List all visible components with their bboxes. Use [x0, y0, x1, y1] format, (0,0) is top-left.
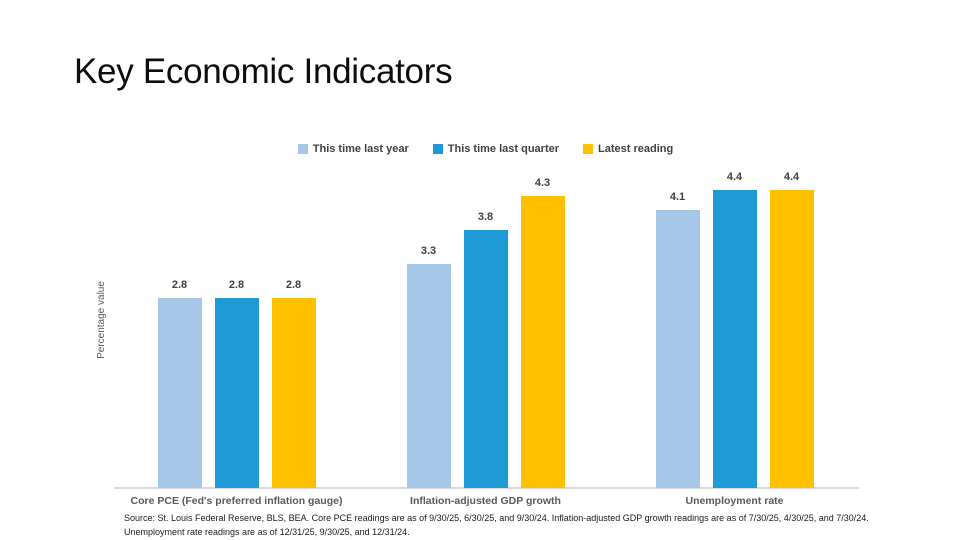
- bar-value-label: 2.8: [285, 279, 302, 291]
- bar-group-0: 2.8 2.8 2.8: [112, 140, 361, 488]
- category-label-2: Unemployment rate: [685, 495, 784, 507]
- legend-item-1: This time last quarter: [432, 143, 560, 155]
- bar-0-1: 2.8: [214, 279, 259, 488]
- bar-value-label: 3.8: [477, 211, 494, 223]
- bar-value-label: 4.4: [783, 171, 800, 183]
- bar-0-2: 2.8: [271, 279, 316, 488]
- bar-0-0: 2.8: [157, 279, 202, 488]
- bar-group-2: 4.1 4.4 4.4: [610, 140, 859, 488]
- source-note: Source: St. Louis Federal Reserve, BLS, …: [124, 511, 934, 539]
- bar-value-label: 4.1: [669, 191, 686, 203]
- bar-value-label: 2.8: [171, 279, 188, 291]
- legend-swatch-icon: [432, 144, 443, 154]
- bar-value-label: 2.8: [228, 279, 245, 291]
- category-axis: Core PCE (Fed's preferred inflation gaug…: [112, 495, 859, 507]
- category-label-1: Inflation-adjusted GDP growth: [410, 495, 561, 507]
- legend-swatch-icon: [583, 144, 594, 154]
- legend-label-1: This time last quarter: [447, 143, 560, 155]
- chart-legend: This time last year This time last quarte…: [112, 143, 859, 155]
- source-line-1: Source: St. Louis Federal Reserve, BLS, …: [124, 513, 869, 523]
- bar-value-label: 4.4: [726, 171, 743, 183]
- bar-value-label: 3.3: [420, 245, 437, 257]
- legend-item-2: Latest reading: [583, 143, 673, 155]
- category-label-0: Core PCE (Fed's preferred inflation gaug…: [130, 495, 343, 507]
- x-axis-baseline: [114, 487, 859, 489]
- bar-1-0: 3.3: [406, 245, 451, 488]
- source-line-2: Unemployment rate readings are as of 12/…: [124, 527, 410, 537]
- legend-label-2: Latest reading: [598, 143, 674, 155]
- bar-2-0: 4.1: [655, 191, 700, 488]
- bar-2-2: 4.4: [769, 171, 814, 488]
- legend-item-0: This time last year: [297, 143, 409, 155]
- bar-group-1: 3.3 3.8 4.3: [361, 140, 610, 488]
- bar-1-1: 3.8: [463, 211, 508, 488]
- legend-label-0: This time last year: [312, 143, 409, 155]
- bar-value-label: 4.3: [534, 177, 551, 189]
- bar-chart-plot: 2.8 2.8 2.8 3.3 3.8 4.3 4.1 4.4 4.4: [112, 140, 859, 488]
- slide-title: Key Economic Indicators: [74, 52, 453, 91]
- bar-2-1: 4.4: [712, 171, 757, 488]
- bar-1-2: 4.3: [520, 177, 565, 488]
- legend-swatch-icon: [297, 144, 308, 154]
